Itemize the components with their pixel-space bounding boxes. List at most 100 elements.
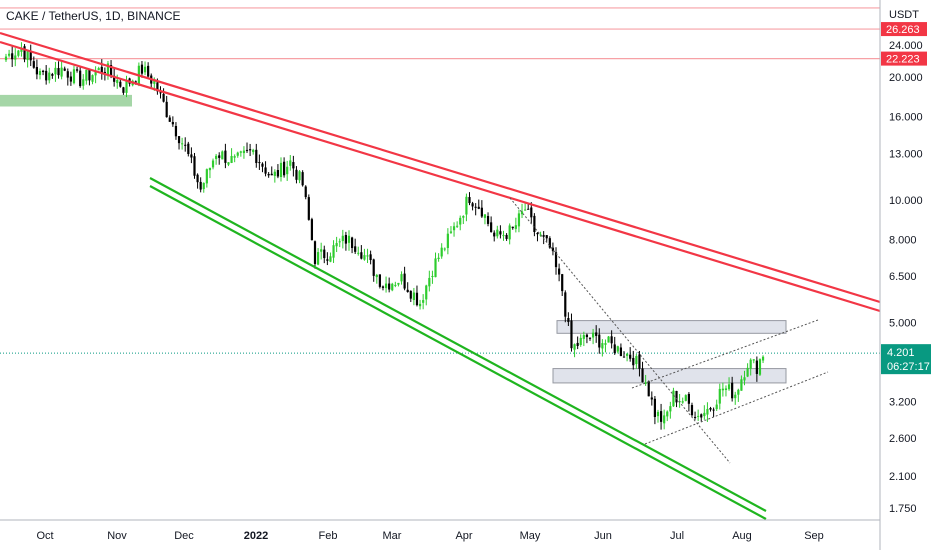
x-tick-label: Aug: [732, 530, 752, 542]
x-tick-label: Apr: [455, 530, 472, 542]
candle-body: [629, 354, 632, 359]
candle-body: [418, 303, 422, 307]
candle-body: [255, 149, 258, 164]
candle-body: [338, 241, 341, 243]
candle-body: [304, 186, 307, 198]
candle-body: [570, 320, 573, 349]
candle-body: [650, 397, 653, 400]
background-layer: [0, 7, 880, 384]
candle-body: [690, 405, 694, 416]
candle-body: [72, 69, 76, 84]
candle-body: [403, 273, 406, 289]
x-tick-label: Nov: [107, 530, 127, 542]
candle-body: [199, 181, 202, 190]
candle-body: [709, 408, 712, 410]
candle-body: [69, 76, 72, 82]
dotted-channel-upper: [631, 319, 819, 389]
candle-body: [530, 207, 533, 218]
candle-body: [289, 160, 292, 166]
candle-body: [57, 68, 60, 76]
candle-body: [616, 346, 619, 352]
candle-body: [202, 182, 205, 190]
candle-body: [211, 160, 215, 168]
candle-body: [316, 252, 320, 265]
candle-body: [499, 231, 502, 235]
candle-body: [595, 332, 598, 336]
candle-body: [493, 232, 496, 237]
candle-body: [326, 259, 329, 261]
price-tag-label: 22.223: [886, 54, 920, 66]
candle-body: [360, 252, 363, 259]
y-tick-label: 5.000: [889, 317, 917, 329]
candle-body: [480, 207, 483, 217]
candle-body: [174, 125, 178, 137]
candle-body: [7, 53, 11, 56]
descending-support-line-1: [149, 177, 767, 512]
candle-body: [703, 412, 706, 417]
candle-body: [693, 416, 697, 418]
candle-body: [227, 162, 230, 165]
candle-body: [449, 231, 453, 233]
candle-body: [357, 252, 360, 254]
candle-body: [162, 93, 165, 102]
candle-body: [341, 235, 344, 242]
candle-body: [681, 401, 684, 403]
candle-body: [23, 46, 26, 60]
candle-body: [4, 56, 8, 61]
candle-body: [242, 150, 246, 154]
candle-body: [434, 258, 437, 278]
candle-body: [731, 382, 734, 399]
candle-body: [415, 292, 419, 306]
dotted-downtrend-line: [509, 197, 731, 464]
candle-body: [749, 359, 752, 369]
candle-body: [712, 409, 715, 411]
candle-body: [313, 241, 317, 264]
candle-body: [177, 136, 181, 144]
candle-body: [286, 166, 289, 175]
candle-body: [140, 64, 144, 74]
candle-body: [88, 69, 91, 81]
candle-body: [270, 173, 273, 176]
candle-body: [511, 226, 514, 229]
candle-body: [320, 249, 323, 252]
candle-body: [653, 398, 656, 417]
candle-body: [483, 214, 487, 218]
candle-body: [279, 162, 283, 178]
candle-body: [391, 283, 394, 291]
countdown-label: 06:27:17: [887, 361, 930, 373]
support-box-lower: [552, 368, 787, 384]
candle-body: [273, 171, 276, 176]
candle-body: [372, 259, 375, 276]
candle-body: [109, 65, 113, 76]
candle-body: [258, 162, 261, 164]
candle-body: [446, 233, 449, 249]
candle-body: [307, 197, 310, 220]
price-tag-box: [881, 51, 927, 66]
candles-layer: [4, 42, 765, 430]
candle-body: [193, 156, 196, 176]
candle-body: [761, 356, 765, 361]
candle-body: [171, 122, 174, 125]
price-tag-box: [881, 22, 927, 37]
candle-body: [496, 229, 499, 237]
candle-body: [94, 71, 97, 76]
candle-body: [97, 68, 100, 71]
candle-body: [332, 245, 335, 258]
candle-body: [26, 51, 29, 61]
candle-body: [656, 411, 660, 417]
candle-body: [619, 347, 623, 357]
candle-body: [663, 415, 666, 424]
candle-body: [425, 285, 428, 300]
y-tick-label: 16.000: [889, 112, 923, 124]
candle-body: [452, 226, 456, 231]
candle-body: [267, 174, 270, 176]
candle-body: [561, 274, 564, 292]
current-price-label: 4.201: [887, 347, 915, 359]
price-tag-label: 26.263: [886, 24, 920, 36]
candle-body: [378, 274, 381, 287]
x-tick-label: Feb: [319, 530, 338, 542]
candle-body: [672, 390, 675, 407]
candle-body: [604, 343, 607, 345]
